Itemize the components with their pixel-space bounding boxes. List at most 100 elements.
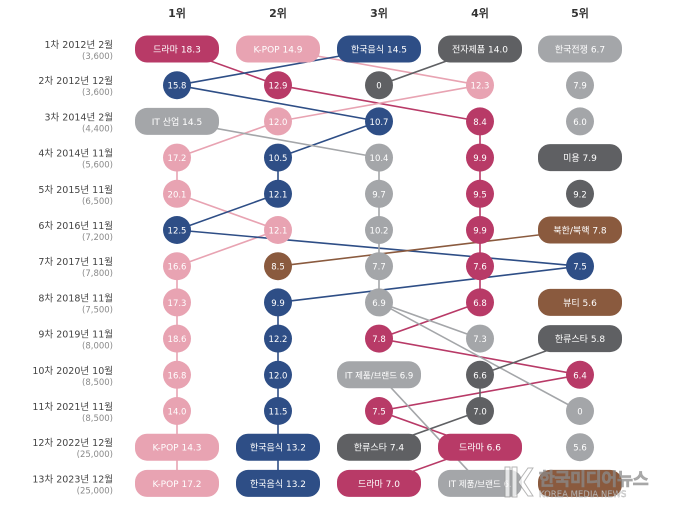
rank-cell-label: 0 xyxy=(376,82,381,92)
rank-header-1: 1위 xyxy=(168,7,186,20)
rank-cell: 12.2 xyxy=(264,324,292,353)
rank-cell-label: K-POP 17.2 xyxy=(152,480,201,490)
rank-cell: 한국음식 13.2 xyxy=(236,469,320,497)
round-count: (7,500) xyxy=(82,305,113,315)
rank-cell: IT 산업 14.5 xyxy=(135,107,219,135)
rank-cell-pill xyxy=(236,433,320,461)
rank-cell: 16.8 xyxy=(163,360,191,389)
rank-cell-label: 드라마 7.0 xyxy=(358,479,400,490)
rank-cell-label: 9.5 xyxy=(473,190,487,200)
round-label: 10차 2020년 10월 xyxy=(32,365,113,377)
rank-cell-label: 9.9 xyxy=(271,299,285,309)
link-segment-brown xyxy=(277,229,581,268)
round-labels: 1차 2012년 2월(3,600)2차 2012년 12월(3,600)3차 … xyxy=(32,39,113,496)
round-count: (8,000) xyxy=(82,342,113,352)
round-count: (5,600) xyxy=(82,161,113,171)
rank-cell-dot xyxy=(264,71,292,100)
rank-cell: 미용 7.9 xyxy=(538,144,622,172)
link-segment-grey xyxy=(378,373,481,485)
rank-cell-pill xyxy=(337,469,421,497)
rank-cell-dot xyxy=(264,216,292,244)
rank-cell: 7.3 xyxy=(466,324,494,353)
rank-cell-dot xyxy=(163,71,191,100)
rank-cell: 10.5 xyxy=(264,143,292,172)
rank-cell: 북한/북핵 7.8 xyxy=(538,216,622,244)
rank-cell-label: 한국음식 14.5 xyxy=(351,45,407,56)
rank-cell-label: 7.6 xyxy=(473,263,487,273)
round-count: (3,600) xyxy=(82,88,113,98)
rank-cell-dot xyxy=(566,397,594,425)
rank-cell-dot xyxy=(365,107,393,136)
rank-cell-label: 7.5 xyxy=(372,408,386,418)
link-segment-kpop xyxy=(176,120,279,159)
rank-cell-pill xyxy=(538,325,622,353)
rank-cell-dot xyxy=(264,252,292,281)
rank-cell: 9.9 xyxy=(264,288,292,317)
round-label: 13차 2023년 12월 xyxy=(32,473,113,485)
rank-cell: 7.7 xyxy=(365,252,393,281)
rank-cell: 5.6 xyxy=(566,433,594,462)
rank-cell-dot xyxy=(365,71,393,100)
round-count: (7,800) xyxy=(82,269,113,279)
rank-cell-label: 9.7 xyxy=(372,190,386,200)
rank-cell-dot xyxy=(566,252,594,281)
round-count: (6,500) xyxy=(82,197,113,207)
rank-cell-label: 12.1 xyxy=(269,227,288,237)
rank-cell: 7.8 xyxy=(365,324,393,353)
rank-cell-pill xyxy=(438,433,522,461)
link-segment-kpop xyxy=(277,84,481,123)
link-segment-music xyxy=(277,265,581,304)
rank-cell-label: 12.1 xyxy=(269,190,288,200)
rank-cell-label: 한류스타 5.8 xyxy=(555,334,606,345)
rank-cell: 한국음식 13.2 xyxy=(236,433,320,461)
rank-cell-dot xyxy=(163,397,191,425)
rank-cell: 9.5 xyxy=(466,179,494,208)
rank-cell: 한류스타 7.4 xyxy=(337,433,421,461)
round-label: 6차 2016년 11월 xyxy=(38,220,113,232)
rank-cell-label: K-POP 14.3 xyxy=(152,444,201,454)
link-segment-grey xyxy=(378,301,581,412)
rank-cell-dot xyxy=(466,324,494,353)
rank-cell-dot xyxy=(163,288,191,317)
rank-cell-dot xyxy=(163,252,191,281)
rank-cell-label: 12.0 xyxy=(269,371,288,381)
round-label: 8차 2018년 11월 xyxy=(38,292,113,304)
rank-cell-pill xyxy=(538,469,622,497)
rank-cell: 7.9 xyxy=(566,71,594,100)
km-logo-icon xyxy=(504,466,534,498)
rank-cell: 20.1 xyxy=(163,179,191,208)
rank-cell: 12.5 xyxy=(163,216,191,244)
rank-cell-dot xyxy=(365,179,393,208)
rank-cell-dot xyxy=(264,179,292,208)
rank-cell-label: 뷰티 5.6 xyxy=(563,298,597,309)
round-count: (3,600) xyxy=(82,52,113,62)
rank-cell: 드라마 18.3 xyxy=(135,35,219,63)
rank-cell: 6.0 xyxy=(566,107,594,136)
round-label: 5차 2015년 11월 xyxy=(38,184,113,196)
rank-cell-dot xyxy=(163,216,191,244)
rank-cell-label: 미용 7.9 xyxy=(563,153,597,164)
rank-cell-dot xyxy=(365,216,393,244)
rank-cell: 9.9 xyxy=(466,216,494,244)
rank-cell: 7.5 xyxy=(566,252,594,281)
rank-cell: 9.9 xyxy=(466,143,494,172)
rank-cell-pill xyxy=(236,469,320,497)
rank-cell-label: 한국전쟁 6.7 xyxy=(555,45,605,56)
rank-cell-label: 7.7 xyxy=(372,263,386,273)
rank-cell: 12.1 xyxy=(264,179,292,208)
rank-cell-label: 7.5 xyxy=(573,263,587,273)
rank-cell-label: 17.2 xyxy=(168,154,187,164)
rank-cell-dot xyxy=(264,143,292,172)
rank-cell: 6.9 xyxy=(365,288,393,317)
rank-cell-label: IT 제품/브랜드 6.9 xyxy=(345,370,414,381)
rank-cell-label: 0 xyxy=(577,408,582,418)
rank-cell-label: 8.4 xyxy=(473,118,487,128)
rank-cell-dot xyxy=(466,143,494,172)
rank-cell-label: 5.6 xyxy=(573,444,587,454)
rank-cell-label: 6.0 xyxy=(573,118,587,128)
rank-cell-label: 10.2 xyxy=(370,227,389,237)
rank-cell-dot xyxy=(163,179,191,208)
rank-cell-dot xyxy=(365,397,393,425)
rank-cell: 12.0 xyxy=(264,360,292,389)
rank-cell-label: 7.3 xyxy=(473,335,487,345)
